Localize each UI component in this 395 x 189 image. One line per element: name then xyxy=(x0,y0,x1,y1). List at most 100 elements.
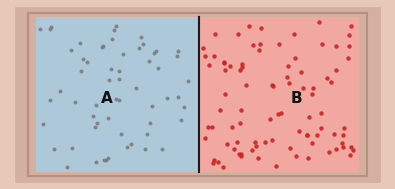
Point xyxy=(222,92,229,95)
Point xyxy=(306,115,312,118)
Point xyxy=(236,152,243,155)
Point xyxy=(80,57,87,60)
Point xyxy=(252,140,258,143)
Point xyxy=(146,59,152,62)
Point xyxy=(84,61,90,64)
Point xyxy=(236,68,243,71)
Point xyxy=(220,165,226,168)
Point xyxy=(209,126,216,129)
Point xyxy=(314,133,320,136)
Point xyxy=(333,147,340,150)
Point xyxy=(347,146,354,149)
Point xyxy=(316,20,322,23)
Point xyxy=(246,25,252,28)
Point xyxy=(222,68,228,71)
Point xyxy=(340,134,346,137)
Point xyxy=(175,49,181,52)
Point xyxy=(155,66,161,69)
Point xyxy=(328,81,334,84)
Point xyxy=(324,77,330,80)
Point xyxy=(205,125,211,129)
Point xyxy=(269,138,276,141)
Point xyxy=(99,46,105,49)
Point xyxy=(138,36,145,39)
Point xyxy=(243,84,249,87)
Point xyxy=(237,152,244,155)
Point xyxy=(123,145,130,148)
Point xyxy=(340,145,346,148)
Bar xyxy=(28,13,367,176)
Point xyxy=(239,65,246,68)
Point xyxy=(112,97,118,100)
Point xyxy=(113,24,119,27)
Point xyxy=(292,57,299,60)
Point xyxy=(93,161,99,164)
Point xyxy=(227,65,233,68)
Point xyxy=(103,159,109,162)
Point xyxy=(178,119,184,122)
Point xyxy=(149,105,155,108)
Point xyxy=(164,97,170,100)
Point xyxy=(298,71,304,74)
Point xyxy=(270,84,276,87)
Point xyxy=(120,53,126,56)
Point xyxy=(275,112,281,115)
Point xyxy=(346,34,352,37)
Point xyxy=(284,75,290,78)
Point xyxy=(212,32,218,35)
Point xyxy=(269,84,275,87)
Point xyxy=(346,44,352,47)
Point xyxy=(287,147,293,150)
Point xyxy=(333,44,339,47)
Point xyxy=(153,49,160,52)
Point xyxy=(77,42,83,45)
Point xyxy=(238,155,244,158)
Point xyxy=(286,81,292,84)
Point xyxy=(318,42,325,45)
Point xyxy=(144,133,150,136)
Point xyxy=(105,116,111,119)
Point xyxy=(291,32,297,35)
Point xyxy=(221,60,228,64)
Point xyxy=(48,26,54,29)
Point xyxy=(142,147,149,150)
Point xyxy=(308,141,315,144)
Point xyxy=(344,56,351,59)
Point xyxy=(249,148,255,151)
Point xyxy=(273,165,280,168)
Point xyxy=(136,47,143,50)
Point xyxy=(293,155,299,158)
Point xyxy=(90,114,96,117)
Point xyxy=(150,52,157,55)
Point xyxy=(250,43,256,46)
Point xyxy=(253,144,260,147)
Point xyxy=(347,154,354,157)
Point xyxy=(202,137,208,140)
Point xyxy=(257,42,263,45)
Point xyxy=(235,33,241,36)
Point xyxy=(128,142,134,145)
Point xyxy=(46,98,53,101)
Point xyxy=(276,42,282,45)
Point xyxy=(158,147,165,150)
Point xyxy=(233,140,240,143)
Point xyxy=(181,105,187,108)
Point xyxy=(300,87,307,90)
Point xyxy=(267,117,273,120)
Point xyxy=(40,122,47,125)
Point xyxy=(64,166,70,169)
Point xyxy=(258,26,264,29)
Point xyxy=(216,109,223,112)
Point xyxy=(223,143,229,146)
Point xyxy=(106,78,113,81)
Point xyxy=(47,27,54,30)
Point xyxy=(201,55,208,58)
Point xyxy=(147,121,153,124)
Point xyxy=(262,140,268,143)
Point xyxy=(221,61,227,64)
Point xyxy=(174,55,181,58)
Point xyxy=(175,95,181,98)
Point xyxy=(339,142,346,145)
Point xyxy=(105,156,111,160)
Point xyxy=(107,67,114,70)
